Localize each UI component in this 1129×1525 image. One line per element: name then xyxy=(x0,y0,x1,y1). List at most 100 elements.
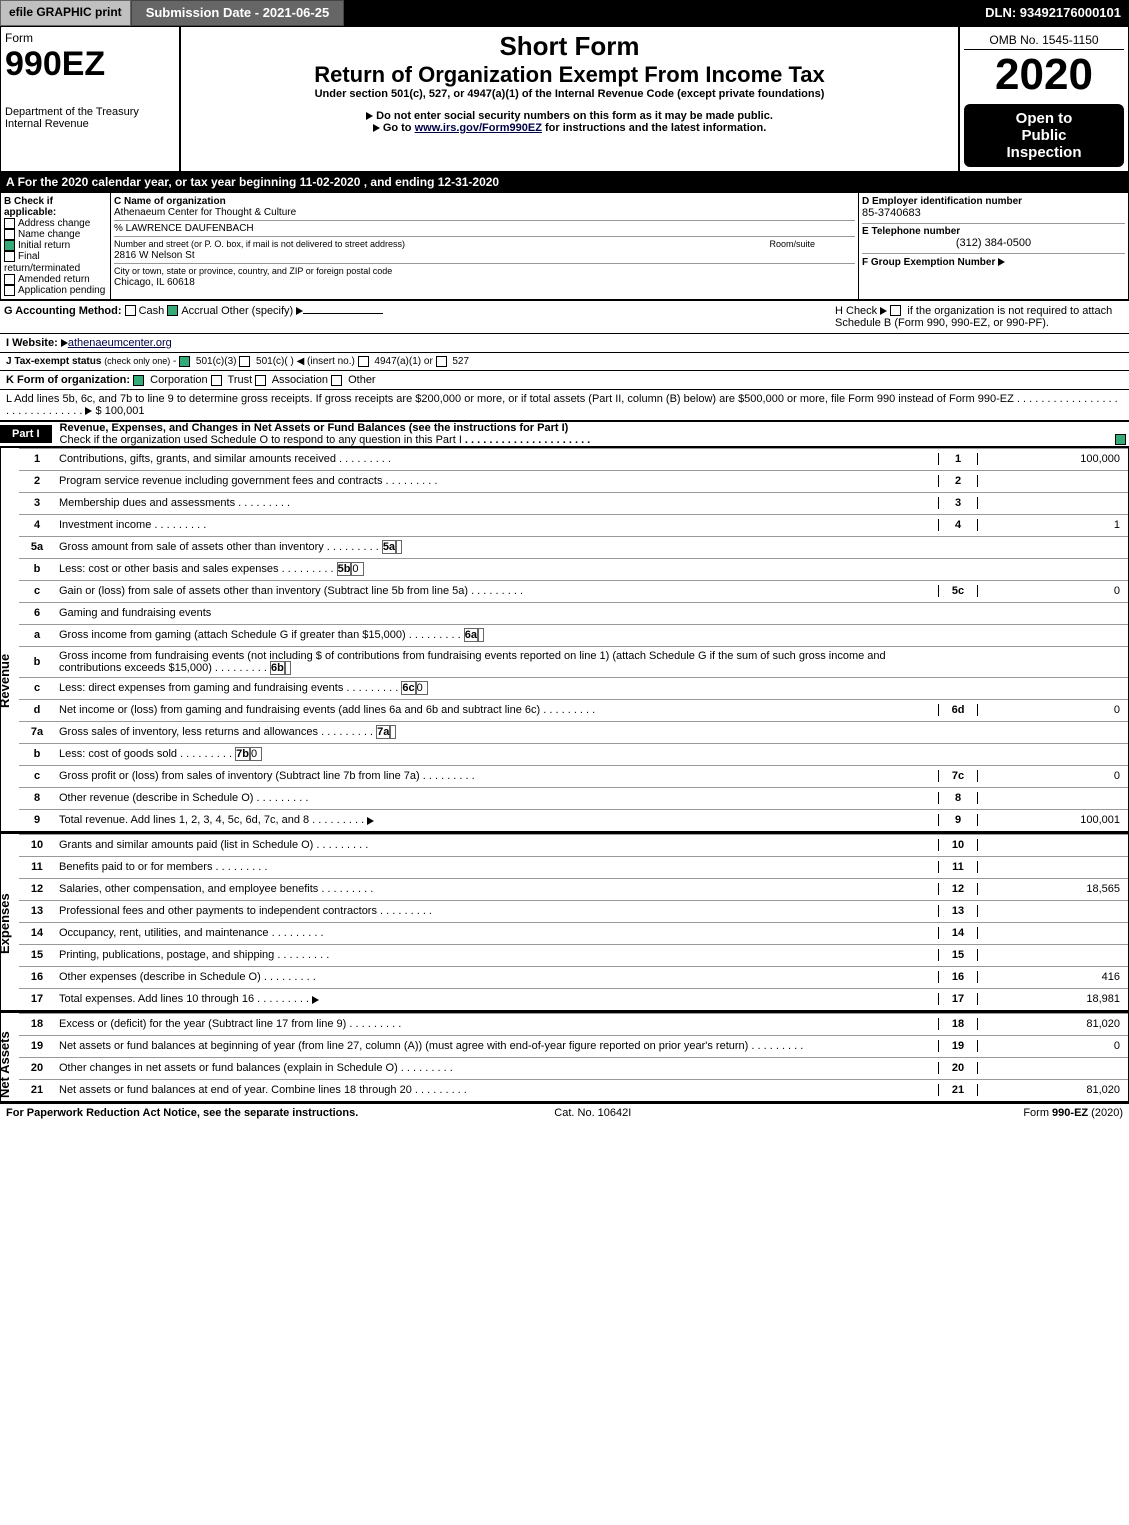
line-h-pre: H Check xyxy=(835,305,877,317)
footer-cat-no: Cat. No. 10642I xyxy=(554,1107,631,1119)
entity-info-grid: B Check if applicable: Address changeNam… xyxy=(0,192,1129,300)
city-state-zip: Chicago, IL 60618 xyxy=(114,277,195,288)
footer-left: For Paperwork Reduction Act Notice, see … xyxy=(6,1107,358,1119)
arrow-icon xyxy=(373,124,380,132)
street-address: 2816 W Nelson St xyxy=(114,250,195,261)
org-name: Athenaeum Center for Thought & Culture xyxy=(114,207,855,218)
header-note-2-post: for instructions and the latest informat… xyxy=(542,122,766,134)
checkbox-4947[interactable] xyxy=(358,356,369,367)
header-note-2-pre: Go to xyxy=(383,122,415,134)
return-title: Return of Organization Exempt From Incom… xyxy=(185,62,954,88)
checkbox-cash[interactable] xyxy=(125,305,136,316)
part-1-header: Part I Revenue, Expenses, and Changes in… xyxy=(0,422,1129,446)
omb-number: OMB No. 1545-1150 xyxy=(964,31,1124,50)
care-of: % LAWRENCE DAUFENBACH xyxy=(114,220,855,234)
efile-print-button[interactable]: efile GRAPHIC print xyxy=(0,0,131,26)
header-subtitle: Under section 501(c), 527, or 4947(a)(1)… xyxy=(185,88,954,100)
revenue-side-label: Revenue xyxy=(0,654,12,708)
ein-value: 85-3740683 xyxy=(862,207,1125,219)
arrow-icon xyxy=(998,258,1005,266)
checkbox-linek-0[interactable] xyxy=(133,375,144,386)
line-a-taxyear: A For the 2020 calendar year, or tax yea… xyxy=(0,172,1129,192)
part-1-sub: Check if the organization used Schedule … xyxy=(60,434,462,446)
form-number: 990EZ xyxy=(5,45,175,84)
line-c: cLess: direct expenses from gaming and f… xyxy=(19,677,1128,699)
checkbox-linek-3[interactable] xyxy=(331,375,342,386)
line-5a: 5aGross amount from sale of assets other… xyxy=(19,536,1128,558)
line-10: 10Grants and similar amounts paid (list … xyxy=(19,834,1128,856)
line-7a: 7aGross sales of inventory, less returns… xyxy=(19,721,1128,743)
line-9: 9Total revenue. Add lines 1, 2, 3, 4, 5c… xyxy=(19,809,1128,831)
tax-year: 2020 xyxy=(964,50,1124,100)
short-form-title: Short Form xyxy=(185,31,954,62)
line-12: 12Salaries, other compensation, and empl… xyxy=(19,878,1128,900)
expenses-side-label: Expenses xyxy=(0,893,12,954)
arrow-icon xyxy=(85,407,92,415)
form-word: Form xyxy=(5,31,175,45)
arrow-icon xyxy=(296,307,303,315)
line-20: 20Other changes in net assets or fund ba… xyxy=(19,1057,1128,1079)
line-i: I Website: athenaeumcenter.org xyxy=(0,333,1129,352)
checkbox-linek-2[interactable] xyxy=(255,375,266,386)
line-2: 2Program service revenue including gover… xyxy=(19,470,1128,492)
line-15: 15Printing, publications, postage, and s… xyxy=(19,944,1128,966)
checkbox-boxb-0[interactable] xyxy=(4,218,15,229)
checkbox-501c[interactable] xyxy=(239,356,250,367)
line-6: 6Gaming and fundraising events xyxy=(19,602,1128,624)
irs-link[interactable]: www.irs.gov/Form990EZ xyxy=(415,122,542,134)
website-link[interactable]: athenaeumcenter.org xyxy=(68,337,172,349)
arrow-icon xyxy=(366,112,373,120)
ein-label: D Employer identification number xyxy=(862,196,1125,207)
line-19: 19Net assets or fund balances at beginni… xyxy=(19,1035,1128,1057)
phone-label: E Telephone number xyxy=(862,226,1125,237)
line-21: 21Net assets or fund balances at end of … xyxy=(19,1079,1128,1101)
submission-date-pill: Submission Date - 2021-06-25 xyxy=(131,0,345,26)
part-1-title: Revenue, Expenses, and Changes in Net As… xyxy=(60,422,569,434)
phone-value: (312) 384-0500 xyxy=(862,237,1125,249)
checkbox-501c3[interactable] xyxy=(179,356,190,367)
form-header: Form 990EZ Department of the Treasury In… xyxy=(0,26,1129,172)
open-line-1: Open to xyxy=(970,110,1118,127)
group-exemption-label: F Group Exemption Number xyxy=(862,257,995,268)
checkbox-accrual[interactable] xyxy=(167,305,178,316)
checkbox-boxb-2[interactable] xyxy=(4,240,15,251)
line-18: 18Excess or (deficit) for the year (Subt… xyxy=(19,1013,1128,1035)
line-3: 3Membership dues and assessments . . . .… xyxy=(19,492,1128,514)
top-bar: efile GRAPHIC print Submission Date - 20… xyxy=(0,0,1129,26)
expenses-section: Expenses 10Grants and similar amounts pa… xyxy=(0,832,1129,1011)
arrow-icon xyxy=(61,339,68,347)
line-c: cGross profit or (loss) from sales of in… xyxy=(19,765,1128,787)
line-1: 1Contributions, gifts, grants, and simil… xyxy=(19,448,1128,470)
line-13: 13Professional fees and other payments t… xyxy=(19,900,1128,922)
checkbox-boxb-1[interactable] xyxy=(4,229,15,240)
checkbox-boxb-5[interactable] xyxy=(4,285,15,296)
checkbox-linek-1[interactable] xyxy=(211,375,222,386)
line-4: 4Investment income . . . . . . . . .41 xyxy=(19,514,1128,536)
box-def: D Employer identification number 85-3740… xyxy=(858,193,1128,299)
accounting-label: G Accounting Method: xyxy=(4,305,122,317)
line-14: 14Occupancy, rent, utilities, and mainte… xyxy=(19,922,1128,944)
page-footer: For Paperwork Reduction Act Notice, see … xyxy=(0,1102,1129,1122)
checkbox-schedule-o[interactable] xyxy=(1115,434,1126,445)
checkbox-527[interactable] xyxy=(436,356,447,367)
dept-treasury: Department of the Treasury xyxy=(5,106,175,118)
checkbox-boxb-4[interactable] xyxy=(4,274,15,285)
checkbox-schedule-b[interactable] xyxy=(890,305,901,316)
open-line-2: Public xyxy=(970,127,1118,144)
street-label: Number and street (or P. O. box, if mail… xyxy=(114,239,405,249)
line-h-post: if the organization is not required to a… xyxy=(835,305,1112,329)
netassets-side-label: Net Assets xyxy=(0,1031,12,1098)
line-8: 8Other revenue (describe in Schedule O) … xyxy=(19,787,1128,809)
line-b: bGross income from fundraising events (n… xyxy=(19,646,1128,677)
room-label: Room/suite xyxy=(769,239,815,249)
arrow-icon xyxy=(367,817,374,825)
box-b: B Check if applicable: Address changeNam… xyxy=(1,193,111,299)
line-c: cGain or (loss) from sale of assets othe… xyxy=(19,580,1128,602)
line-b: bLess: cost or other basis and sales exp… xyxy=(19,558,1128,580)
line-11: 11Benefits paid to or for members . . . … xyxy=(19,856,1128,878)
line-a: aGross income from gaming (attach Schedu… xyxy=(19,624,1128,646)
dln-label: DLN: 93492176000101 xyxy=(977,0,1129,26)
line-g-h: G Accounting Method: Cash Accrual Other … xyxy=(0,300,1129,333)
revenue-section: Revenue 1Contributions, gifts, grants, a… xyxy=(0,446,1129,832)
checkbox-boxb-3[interactable] xyxy=(4,251,15,262)
